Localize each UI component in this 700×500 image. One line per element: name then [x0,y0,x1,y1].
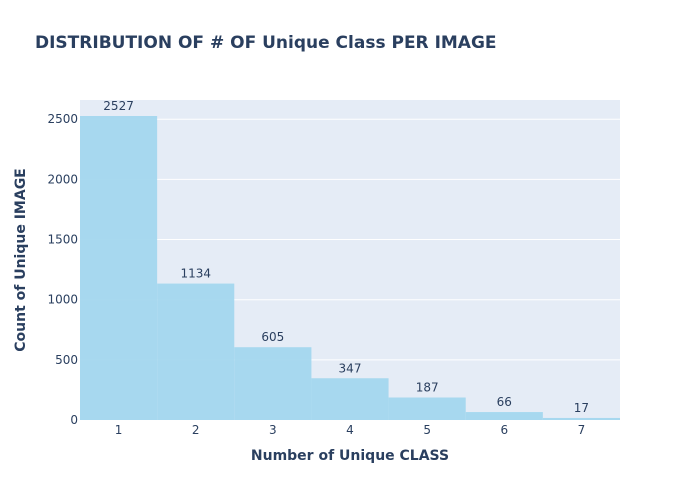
bar-value-label: 1134 [180,267,211,281]
bar-value-label: 187 [416,381,439,395]
x-axis-title: Number of Unique CLASS [251,448,449,464]
y-ticks: 0 500 1000 1500 2000 2500 [47,112,78,427]
y-tick-label: 500 [55,353,78,367]
y-tick-label: 0 [70,413,78,427]
bar-7 [542,417,620,420]
bar-value-label: 605 [261,330,284,344]
bar-value-label: 347 [339,361,362,375]
bars [80,116,620,420]
bar-3 [234,347,312,420]
x-tick-label: 3 [269,423,277,437]
x-tick-label: 1 [115,423,123,437]
bar-6 [465,412,543,420]
y-tick-label: 1500 [47,233,78,247]
x-tick-label: 7 [578,423,586,437]
y-axis-title: Count of Unique IMAGE [13,168,29,352]
bar-labels: 2527 1134 605 347 187 66 17 [103,99,589,415]
y-tick-label: 2000 [47,172,78,186]
bar-4 [311,378,389,420]
chart-title: DISTRIBUTION OF # OF Unique Class PER IM… [35,33,497,53]
x-tick-label: 2 [192,423,200,437]
bar-2 [157,283,235,420]
x-tick-label: 6 [500,423,508,437]
x-ticks: 1 2 3 4 5 6 7 [115,423,585,437]
x-tick-label: 5 [423,423,431,437]
y-tick-label: 1000 [47,293,78,307]
bar-value-label: 2527 [103,99,134,113]
bar-1 [80,116,158,420]
bar-value-label: 66 [497,395,512,409]
x-tick-label: 4 [346,423,354,437]
y-tick-label: 2500 [47,112,78,126]
bar-5 [388,397,466,420]
bar-value-label: 17 [574,401,589,415]
